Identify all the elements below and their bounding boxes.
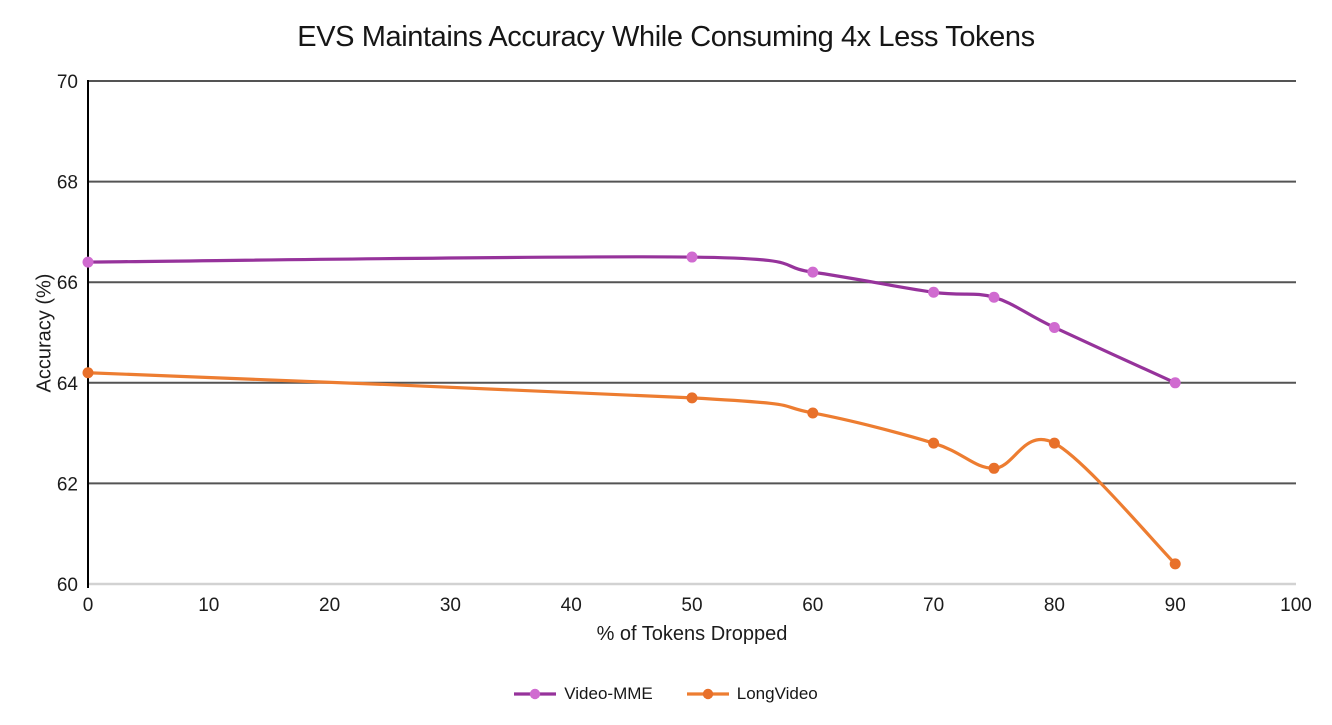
svg-text:20: 20 — [319, 595, 340, 616]
svg-text:70: 70 — [923, 595, 944, 616]
svg-text:60: 60 — [802, 595, 823, 616]
svg-text:70: 70 — [57, 72, 78, 93]
chart-title: EVS Maintains Accuracy While Consuming 4… — [297, 21, 1035, 53]
svg-text:80: 80 — [1044, 595, 1065, 616]
svg-text:62: 62 — [57, 474, 78, 495]
legend-item-longvideo: LongVideo — [686, 682, 818, 706]
svg-text:64: 64 — [57, 374, 79, 395]
svg-text:40: 40 — [561, 595, 582, 616]
x-axis-label: % of Tokens Dropped — [596, 623, 788, 645]
legend-label-longvideo: LongVideo — [736, 684, 818, 703]
svg-text:60: 60 — [57, 575, 78, 596]
video-mme-line-marker-icon — [514, 688, 557, 700]
svg-text:30: 30 — [440, 595, 461, 616]
svg-text:66: 66 — [57, 273, 78, 294]
longvideo-line-marker-icon — [686, 688, 729, 700]
svg-text:100: 100 — [1280, 595, 1312, 616]
svg-text:90: 90 — [1165, 595, 1186, 616]
y-axis-label: Accuracy (%) — [33, 273, 56, 393]
svg-text:68: 68 — [57, 173, 78, 194]
legend: Video-MME LongVideo — [0, 682, 1332, 706]
legend-label-video-mme: Video-MME — [564, 684, 653, 703]
svg-text:50: 50 — [681, 595, 702, 616]
svg-text:0: 0 — [83, 595, 94, 616]
svg-text:10: 10 — [198, 595, 219, 616]
legend-item-video-mme: Video-MME — [514, 682, 653, 706]
